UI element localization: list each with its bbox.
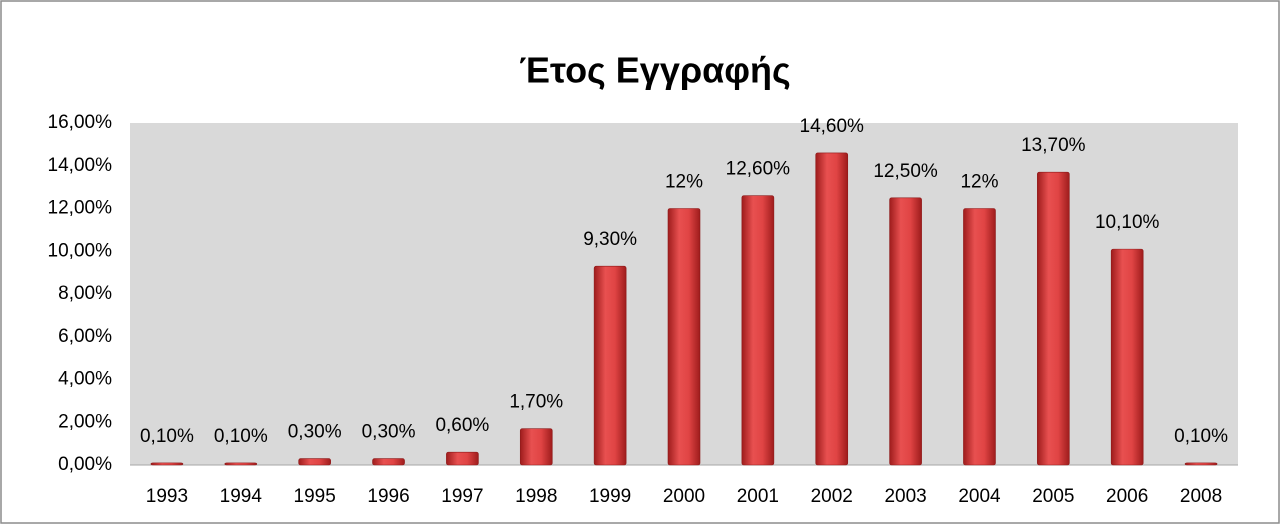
data-label: 0,30% [288, 422, 342, 443]
x-tick-label: 1997 [441, 486, 483, 507]
x-tick-label: 2008 [1180, 486, 1222, 507]
y-tick-label: 10,00% [48, 240, 113, 261]
data-label: 13,70% [1021, 135, 1086, 156]
x-tick-label: 2005 [1032, 486, 1074, 507]
bar [1037, 171, 1070, 466]
data-label: 14,60% [800, 116, 865, 137]
bar [519, 428, 553, 466]
x-tick-label: 1999 [589, 486, 631, 507]
x-tick-label: 2002 [811, 486, 853, 507]
x-tick-label: 1994 [220, 486, 263, 507]
bar [667, 208, 701, 466]
bar [1184, 462, 1218, 466]
y-tick-label: 6,00% [58, 326, 112, 347]
y-tick-label: 8,00% [58, 283, 112, 304]
bar [815, 152, 849, 466]
x-tick-label: 1995 [294, 486, 336, 507]
data-label: 0,60% [435, 415, 489, 436]
x-tick-label: 2003 [884, 486, 926, 507]
data-label: 10,10% [1095, 212, 1160, 233]
x-tick-label: 1993 [146, 486, 188, 507]
y-tick-label: 0,00% [58, 454, 112, 475]
bar [593, 265, 627, 466]
data-label: 1,70% [509, 392, 563, 413]
data-label: 12,50% [873, 161, 938, 182]
y-tick-label: 4,00% [58, 369, 112, 390]
x-tick-label: 1996 [367, 486, 409, 507]
bar [298, 458, 331, 466]
bar [446, 451, 479, 466]
x-tick-label: 2000 [663, 486, 705, 507]
bar [150, 462, 184, 466]
data-label: 0,10% [1174, 426, 1228, 447]
y-tick-label: 16,00% [48, 112, 113, 133]
y-tick-label: 14,00% [48, 155, 113, 176]
chart-title: Έτος Εγγραφής [519, 50, 790, 91]
data-label: 0,10% [214, 426, 268, 447]
bar [1110, 248, 1144, 466]
data-label: 12% [665, 172, 703, 193]
bar [372, 458, 405, 466]
x-tick-label: 2006 [1106, 486, 1148, 507]
x-tick-label: 2004 [958, 486, 1001, 507]
data-label: 9,30% [583, 229, 637, 250]
bar [889, 197, 922, 466]
y-tick-label: 12,00% [48, 198, 113, 219]
data-label: 12% [960, 172, 998, 193]
data-label: 0,30% [362, 422, 416, 443]
x-tick-label: 1998 [515, 486, 557, 507]
x-tick-label: 2001 [737, 486, 779, 507]
data-label: 12,60% [726, 159, 791, 180]
bar [741, 195, 775, 466]
y-tick-label: 2,00% [58, 411, 112, 432]
bar [963, 208, 996, 466]
bar [224, 462, 258, 466]
data-label: 0,10% [140, 426, 194, 447]
